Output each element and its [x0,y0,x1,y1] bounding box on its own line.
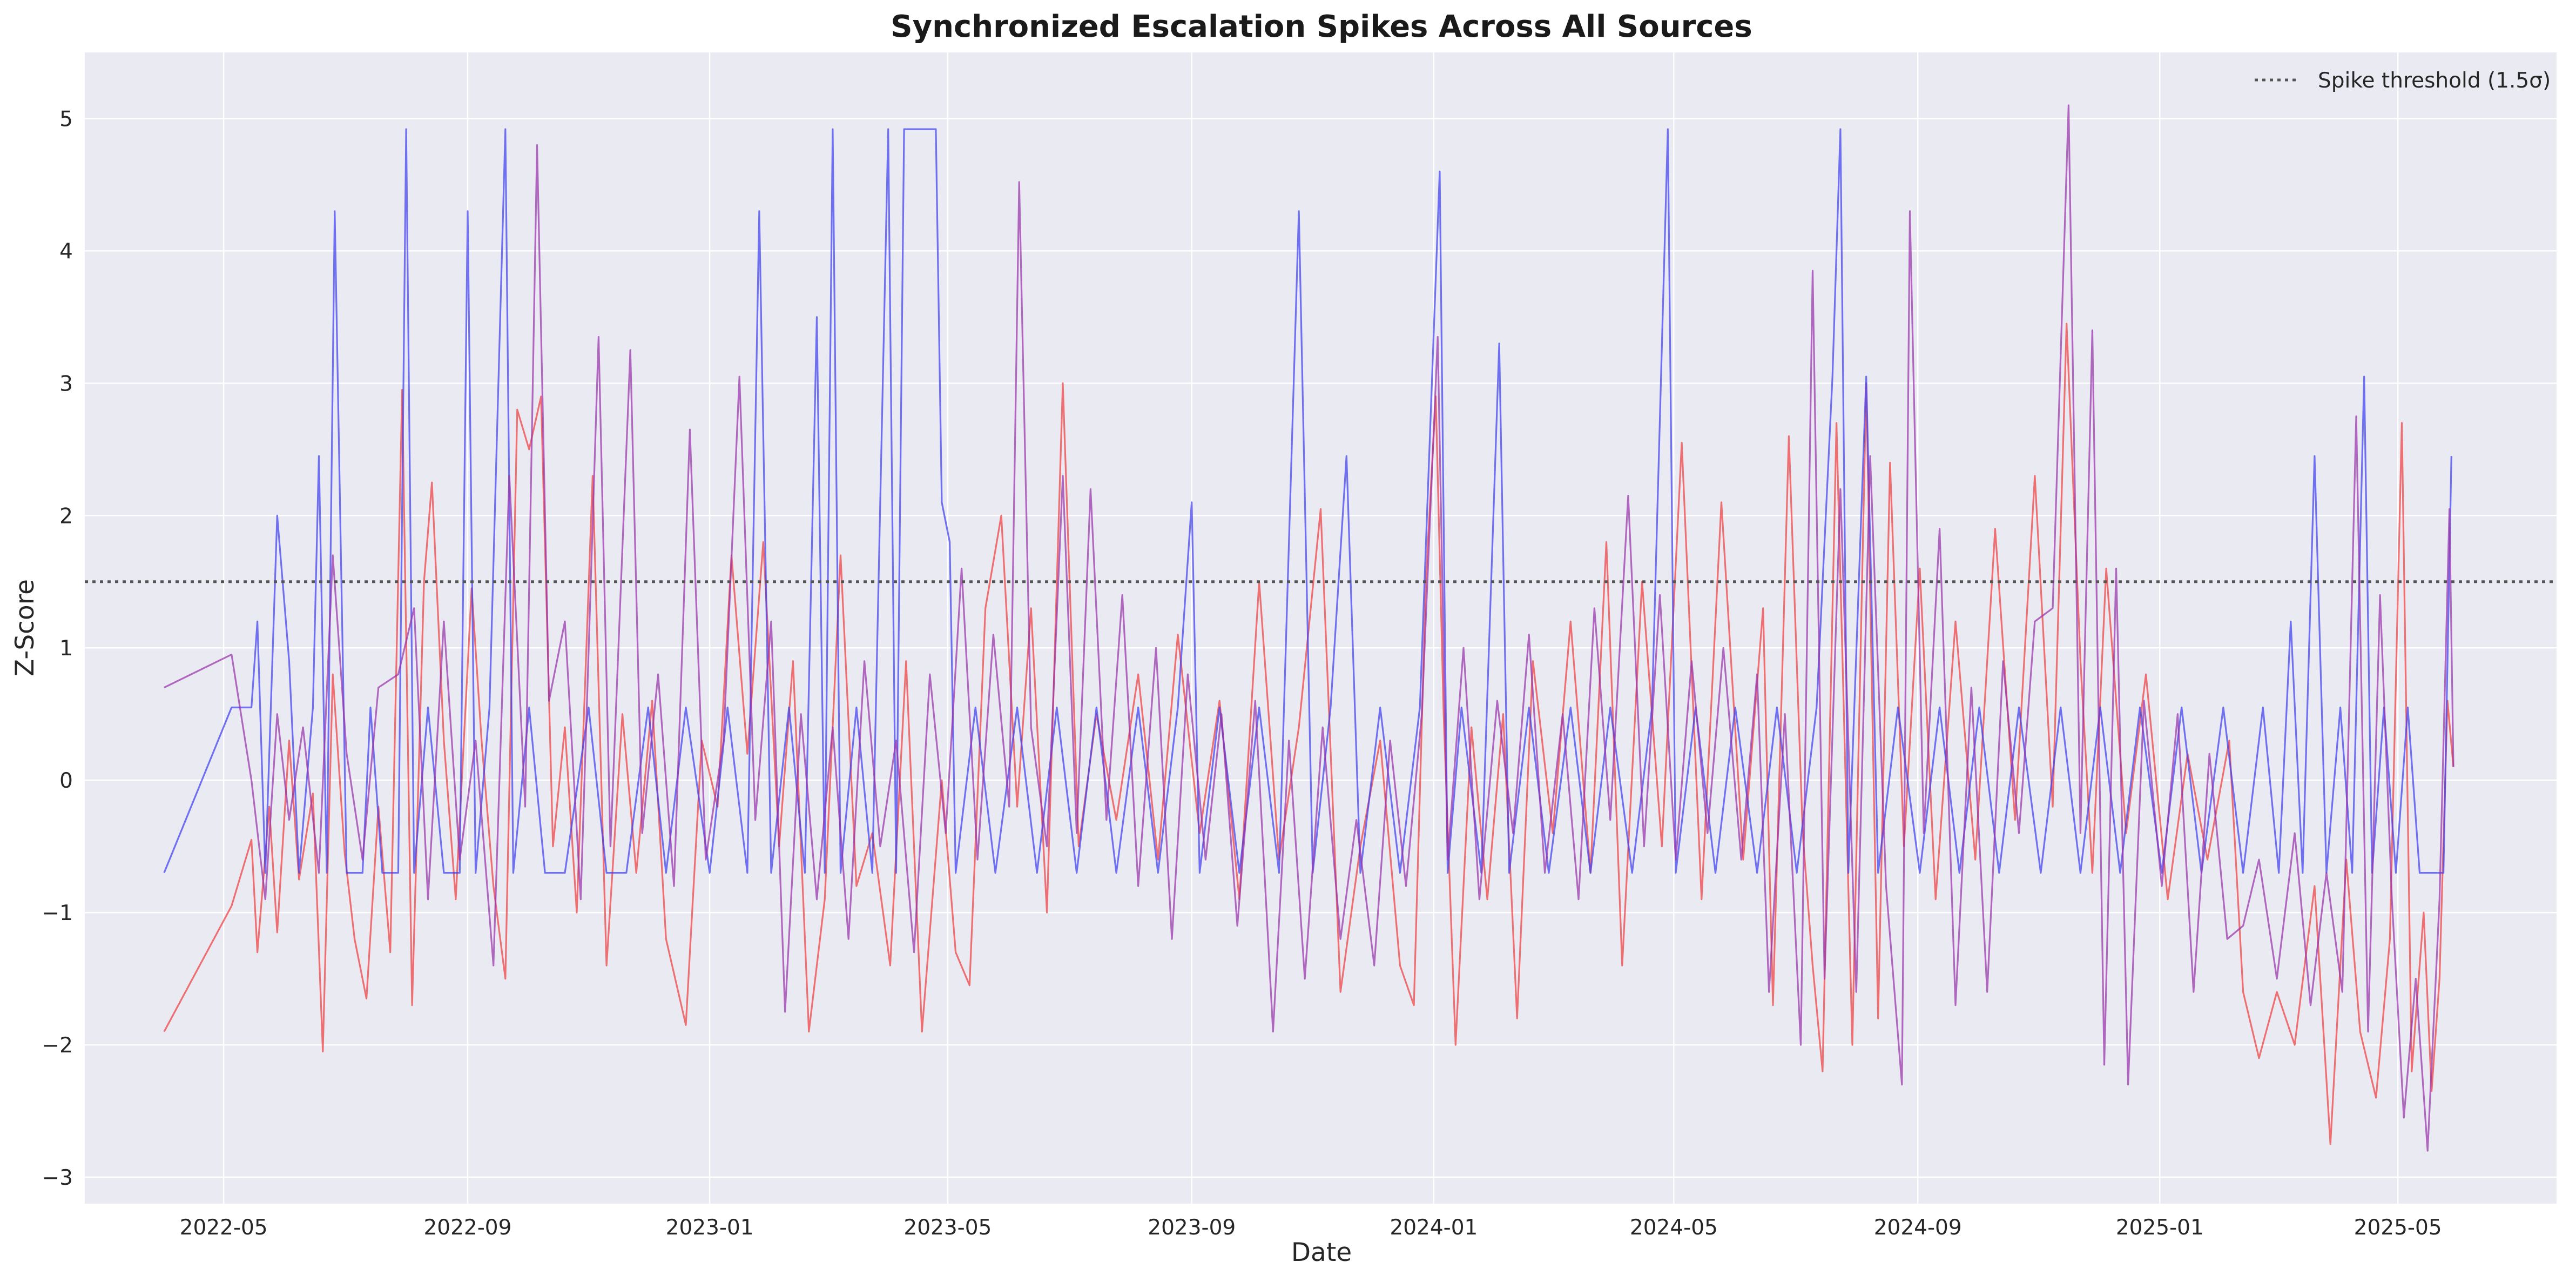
series-line-2 [163,128,2452,874]
series-line-1 [163,323,2454,1145]
y-tick-label: 3 [59,372,73,396]
y-axis-label: Z-Score [10,579,40,676]
x-axis-label: Date [1291,1238,1352,1267]
y-axis-ticks: −3 −2 −1 0 1 2 3 4 5 [42,107,73,1190]
y-tick-label: 5 [59,107,73,131]
x-tick-label: 2022-09 [423,1216,511,1240]
x-tick-label: 2022-05 [180,1216,268,1240]
legend-threshold-label: Spike threshold (1.5σ) [2318,69,2551,93]
series-line-3 [164,104,2454,1152]
x-tick-label: 2023-05 [903,1216,992,1240]
x-tick-label: 2025-05 [2354,1216,2442,1240]
x-tick-label: 2024-09 [1874,1216,1962,1240]
y-tick-label: 2 [59,504,73,528]
x-tick-label: 2025-01 [2116,1216,2204,1240]
legend: Spike threshold (1.5σ) [2255,69,2551,93]
chart-title: Synchronized Escalation Spikes Across Al… [891,9,1752,44]
y-tick-label: −1 [42,901,73,925]
y-tick-label: −3 [42,1166,73,1190]
x-tick-label: 2024-05 [1630,1216,1718,1240]
plot-area [85,52,2557,1204]
y-tick-label: −2 [42,1033,73,1058]
x-tick-label: 2023-01 [666,1216,754,1240]
series-layer [163,104,2454,1152]
y-tick-label: 0 [59,769,73,793]
y-tick-label: 1 [59,636,73,661]
x-tick-label: 2023-09 [1148,1216,1236,1240]
y-tick-label: 4 [59,239,73,264]
x-tick-label: 2024-01 [1390,1216,1478,1240]
x-axis-ticks: 2022-05 2022-09 2023-01 2023-05 2023-09 2024-… [180,1216,2442,1240]
